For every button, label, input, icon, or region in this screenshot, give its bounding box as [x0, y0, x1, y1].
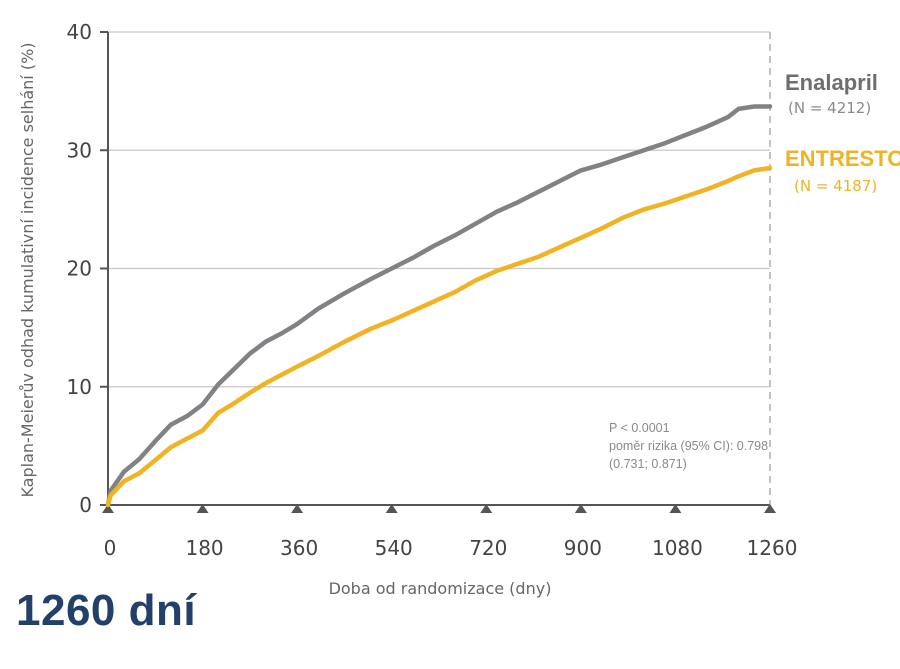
- x-tick-mark-180: [196, 504, 209, 513]
- stats-annotation: P < 0.0001 poměr rizika (95% CI): 0.798 …: [609, 421, 768, 471]
- x-tick-label: 900: [564, 536, 602, 560]
- x-tick-label: 360: [280, 536, 318, 560]
- x-tick-label: 1260: [747, 536, 798, 560]
- x-tick-mark-0: [102, 504, 114, 513]
- legend-entresto-n: (N = 4187): [794, 177, 877, 195]
- gridlines: [108, 31, 770, 388]
- x-tick-label: 1080: [652, 536, 703, 560]
- y-tick-label: 20: [67, 257, 92, 281]
- legend-enalapril-n: (N = 4212): [788, 99, 871, 117]
- confidence-interval-text: (0.731; 0.871): [609, 457, 687, 471]
- legend-entresto: ENTRESTO™ (N = 4187): [785, 146, 900, 195]
- legend-entresto-name: ENTRESTO™: [785, 146, 900, 171]
- y-tick-label: 0: [79, 493, 92, 517]
- series-line-enalapril: [105, 104, 773, 508]
- x-tick-label: 180: [185, 536, 223, 560]
- legend-enalapril: Enalapril (N = 4212): [785, 70, 878, 117]
- x-tick-label: 720: [469, 536, 507, 560]
- x-tick-mark-1260: [764, 504, 776, 513]
- hazard-ratio-text: poměr rizika (95% CI): 0.798: [609, 439, 768, 453]
- legend-enalapril-name: Enalapril: [785, 70, 878, 95]
- x-tick-mark-360: [291, 504, 304, 513]
- x-axis-title: Doba od randomizace (dny): [329, 579, 552, 598]
- y-tick-label: 10: [67, 375, 92, 399]
- series-lines: [105, 104, 773, 508]
- x-tick-mark-900: [574, 504, 587, 513]
- ticks: 0 10 20 30 40 0 180 360 540 720 900 1080 1260: [67, 20, 798, 560]
- x-tick-mark-720: [480, 504, 493, 513]
- y-tick-label: 30: [67, 138, 92, 162]
- series-line-entresto: [105, 165, 773, 508]
- x-tick-label: 0: [104, 536, 117, 560]
- y-axis-title: Kaplan-Meierův odhad kumulativní inciden…: [18, 42, 37, 497]
- x-tick-label: 540: [375, 536, 413, 560]
- x-tick-mark-1080: [669, 504, 682, 513]
- x-tick-mark-540: [385, 504, 398, 513]
- caption-title: 1260 dní: [16, 586, 197, 635]
- p-value-text: P < 0.0001: [609, 421, 670, 435]
- y-tick-label: 40: [67, 20, 92, 44]
